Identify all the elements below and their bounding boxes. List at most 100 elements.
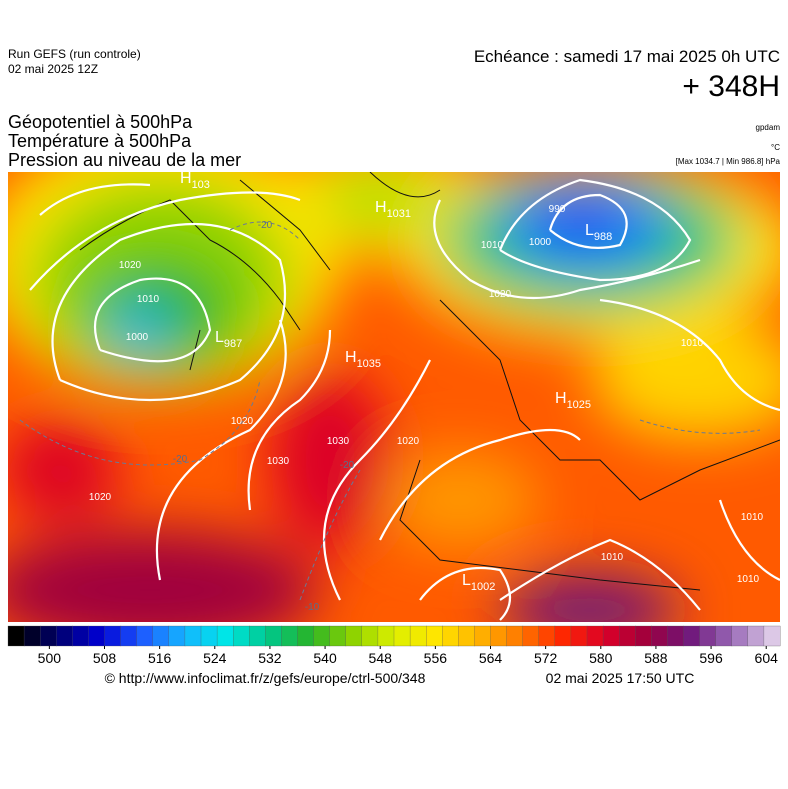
colorbar-tick-label: 500 <box>38 650 62 666</box>
isobar-label: 1020 <box>231 416 254 427</box>
colorbar-tick-label: 572 <box>534 650 558 666</box>
isobar-label: 1000 <box>126 332 149 343</box>
colorbar-cell <box>409 625 427 647</box>
pressure-center: H1025 <box>555 390 591 411</box>
isobar-label: 1020 <box>489 289 512 300</box>
center-letter: H <box>555 390 567 407</box>
unit-label: °C <box>771 143 780 152</box>
colorbar-cell <box>474 625 491 647</box>
colorbar-cell <box>731 625 749 647</box>
colorbar-cell <box>635 625 652 647</box>
colorbar-cell <box>72 625 89 647</box>
center-value: 1002 <box>471 581 495 593</box>
colorbar-tick-label: 596 <box>699 650 723 666</box>
pressure-center: H1031 <box>375 199 411 220</box>
isobar-label: 990 <box>549 204 566 215</box>
colorbar-tick-label: 564 <box>479 650 503 666</box>
center-value: 103 <box>192 179 210 191</box>
isobar-label: 1030 <box>267 456 290 467</box>
colorbar-tick-label: 580 <box>589 650 613 666</box>
colorbar-cell <box>104 625 122 647</box>
isobar-label: 1010 <box>681 338 704 349</box>
colorbar-cell <box>88 625 105 647</box>
isotherm-label: -20 <box>173 454 188 465</box>
lead-time: + 348H <box>682 70 780 103</box>
pressure-center: H1035 <box>345 349 381 370</box>
colorbar-cell <box>442 625 459 647</box>
center-letter: L <box>585 222 594 239</box>
field-title: Température à 500hPa <box>8 131 192 151</box>
unit-label: gpdam <box>756 123 781 132</box>
colorbar-cell <box>249 625 266 647</box>
colorbar-tick-label: 540 <box>313 650 337 666</box>
colorbar-cell <box>233 625 250 647</box>
isotherm-label: -20 <box>340 460 355 471</box>
colorbar-cell <box>683 625 701 647</box>
colorbar-cell <box>120 625 138 647</box>
colorbar-cell <box>667 625 684 647</box>
run-date: 02 mai 2025 12Z <box>8 62 98 76</box>
colorbar-cell <box>313 625 331 647</box>
colorbar-cell <box>586 625 604 647</box>
colorbar-cell <box>522 625 540 647</box>
footer-time: 02 mai 2025 17:50 UTC <box>546 670 695 686</box>
isobar-label: 1010 <box>741 512 764 523</box>
colorbar-cell <box>699 625 717 647</box>
colorbar-tick-label: 556 <box>424 650 448 666</box>
colorbar-cell <box>619 625 636 647</box>
colorbar-tick-label: 508 <box>93 650 117 666</box>
colorbar-cell <box>7 625 25 647</box>
center-letter: L <box>462 572 471 589</box>
colorbar-cell <box>554 625 572 647</box>
colorbar-cell <box>426 625 443 647</box>
center-value: 1035 <box>357 358 381 370</box>
center-letter: H <box>375 199 387 216</box>
colorbar-cell <box>651 625 668 647</box>
colorbar-tick-label: 588 <box>644 650 668 666</box>
colorbar-cell <box>747 625 765 647</box>
colorbar-cell <box>168 625 186 647</box>
colorbar-cell <box>152 625 170 647</box>
pressure-center: L987 <box>215 329 242 350</box>
colorbar-cell <box>506 625 524 647</box>
colorbar-cell <box>377 625 395 647</box>
colorbar-cell <box>216 625 234 647</box>
colorbar-cell <box>265 625 282 647</box>
isobar-label: 1030 <box>327 436 350 447</box>
isobar-label: 1010 <box>737 574 760 585</box>
colorbar-cell <box>329 625 347 647</box>
isobar-label: 1010 <box>137 294 160 305</box>
pressure-center: L1002 <box>462 572 495 593</box>
colorbar-cell <box>136 625 154 647</box>
center-value: 1031 <box>387 208 411 220</box>
center-letter: H <box>345 349 357 366</box>
isotherm-label: -20 <box>258 220 273 231</box>
center-letter: H <box>180 170 192 187</box>
colorbar-cell <box>393 625 411 647</box>
colorbar-cell <box>538 625 556 647</box>
colorbar-tick-label: 604 <box>755 650 779 666</box>
colorbar-cell <box>56 625 73 647</box>
isobar-label: 1020 <box>89 492 112 503</box>
center-letter: L <box>215 329 224 346</box>
colorbar-cell <box>570 625 588 647</box>
isobar-label: 1010 <box>601 552 624 563</box>
isobar-label: 1000 <box>529 237 552 248</box>
run-label: Run GEFS (run controle) <box>8 47 141 61</box>
colorbar-cell <box>297 625 315 647</box>
pressure-center: L988 <box>585 222 612 243</box>
colorbar-cell <box>763 625 781 647</box>
colorbar-cell <box>281 625 298 647</box>
center-value: 1025 <box>567 399 591 411</box>
colorbar-tick-label: 532 <box>258 650 282 666</box>
colorbar-cell <box>184 625 202 647</box>
footer-source: © http://www.infoclimat.fr/z/gefs/europe… <box>105 670 426 686</box>
colorbar-cell <box>715 625 733 647</box>
colorbar-cell <box>40 625 57 647</box>
isobar-label: 1020 <box>397 436 420 447</box>
colorbar-tick-label: 516 <box>148 650 172 666</box>
colorbar-tick-label: 548 <box>369 650 393 666</box>
map-area <box>8 172 780 622</box>
